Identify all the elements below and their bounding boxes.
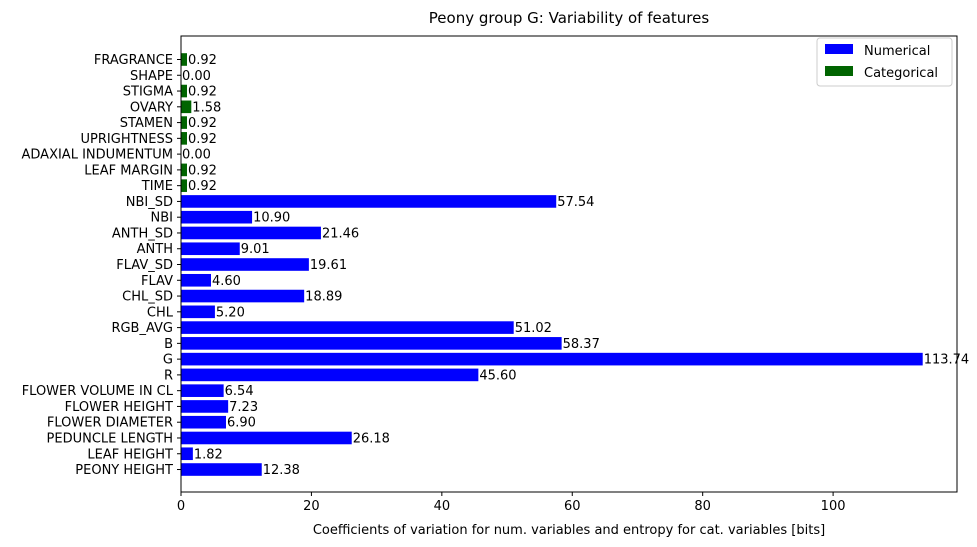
y-tick-label: FRAGRANCE: [94, 53, 173, 68]
bar-value-label: 57.54: [557, 195, 594, 210]
bar: [181, 368, 479, 382]
x-tick-label: 100: [821, 499, 846, 514]
y-tick-label: FLAV_SD: [116, 258, 173, 273]
bar: [181, 337, 562, 350]
bar-value-label: 0.92: [188, 163, 217, 178]
legend-swatch-numerical: [825, 44, 853, 54]
bar-value-label: 58.37: [563, 337, 600, 352]
y-tick-label: LEAF MARGIN: [84, 163, 173, 178]
bar: [181, 132, 187, 145]
bar: [181, 258, 309, 271]
bar: [181, 463, 262, 476]
x-tick-labels: 0 20 40 60 80 100: [177, 492, 846, 514]
legend-swatch-categorical: [825, 66, 853, 76]
y-tick-label: PEONY HEIGHT: [75, 463, 173, 478]
bar: [181, 305, 215, 319]
legend: Numerical Categorical: [816, 37, 953, 87]
y-tick-label: FLOWER DIAMETER: [47, 416, 173, 431]
bar: [181, 273, 211, 287]
bar: [181, 400, 229, 413]
x-axis-label: Coefficients of variation for num. varia…: [313, 523, 825, 538]
bar-value-label: 0.92: [188, 132, 217, 147]
bar: [181, 384, 224, 397]
y-tick-label: NBI: [151, 211, 173, 226]
x-tick-label: 80: [694, 499, 711, 514]
legend-label-numerical: Numerical: [864, 44, 930, 59]
bar: [181, 447, 193, 461]
y-tick-label: ANTH_SD: [112, 226, 173, 241]
bar: [181, 321, 514, 334]
bar-value-label: 113.74: [924, 353, 970, 368]
y-tick-label: STIGMA: [123, 85, 173, 100]
bar: [181, 100, 192, 114]
bar: [181, 53, 187, 66]
bar: [181, 226, 321, 240]
y-tick-label: G: [163, 353, 173, 368]
x-tick-label: 40: [434, 499, 451, 514]
chart-title: Peony group G: Variability of features: [429, 9, 710, 27]
bar: [181, 415, 226, 429]
y-tick-label: PEDUNCLE LENGTH: [47, 431, 173, 446]
bar-value-label: 0.00: [182, 69, 211, 84]
y-tick-label: ANTH: [137, 242, 173, 257]
bar: [181, 210, 253, 224]
y-tick-label: LEAF HEIGHT: [87, 447, 173, 462]
bar-value-label: 7.23: [229, 400, 258, 415]
bar-value-label: 19.61: [310, 258, 347, 273]
bar-value-label: 21.46: [322, 226, 359, 241]
bar: [181, 242, 240, 256]
y-tick-label: SHAPE: [130, 69, 173, 84]
plot-frame: [180, 35, 958, 493]
bar-value-label: 0.92: [188, 179, 217, 194]
y-tick-label: RGB_AVG: [111, 321, 173, 336]
bar-value-label: 18.89: [305, 290, 342, 305]
bar-value-label: 4.60: [212, 274, 241, 289]
bar-value-label: 0.92: [188, 53, 217, 68]
bar-value-label: 0.92: [188, 85, 217, 100]
x-tick-label: 20: [303, 499, 320, 514]
y-tick-label: ADAXIAL INDUMENTUM: [22, 148, 174, 163]
legend-label-categorical: Categorical: [864, 66, 938, 81]
bar-value-label: 10.90: [253, 211, 290, 226]
bar-value-label: 12.38: [263, 463, 300, 478]
y-tick-label: FLAV: [141, 274, 173, 289]
bar: [181, 163, 187, 177]
bar-value-label: 51.02: [515, 321, 552, 336]
y-tick-label: R: [164, 368, 173, 383]
bar-value-label: 0.00: [182, 148, 211, 163]
y-tick-label: STAMEN: [120, 116, 173, 131]
bar: [181, 352, 923, 366]
y-tick-label: CHL: [147, 305, 174, 320]
bar-value-label: 6.90: [227, 416, 256, 431]
bar: [181, 84, 187, 98]
y-tick-label: TIME: [141, 179, 173, 194]
bar-value-label: 1.82: [194, 447, 223, 462]
bar-value-label: 5.20: [216, 305, 245, 320]
x-tick-label: 60: [564, 499, 581, 514]
x-tick-label: 0: [177, 499, 185, 514]
y-tick-label: NBI_SD: [126, 195, 173, 210]
y-tick-labels: FRAGRANCESHAPESTIGMAOVARYSTAMENUPRIGHTNE…: [22, 53, 181, 478]
bar-value-label: 0.92: [188, 116, 217, 131]
y-tick-label: FLOWER HEIGHT: [65, 400, 173, 415]
y-tick-label: FLOWER VOLUME IN CL: [22, 384, 174, 399]
bar: [181, 431, 352, 445]
bar-value-label: 9.01: [241, 242, 270, 257]
bars-layer: 0.920.000.921.580.920.920.000.920.9257.5…: [181, 53, 969, 478]
bar-value-label: 6.54: [225, 384, 254, 399]
y-tick-label: B: [164, 337, 173, 352]
bar-value-label: 45.60: [479, 368, 516, 383]
y-tick-label: UPRIGHTNESS: [81, 132, 173, 147]
bar: [181, 195, 557, 208]
y-tick-label: OVARY: [130, 100, 173, 115]
bar: [181, 179, 187, 192]
bar-value-label: 26.18: [353, 431, 390, 446]
y-tick-label: CHL_SD: [122, 290, 173, 305]
bar: [181, 116, 187, 129]
bar: [181, 289, 305, 303]
bar-value-label: 1.58: [192, 100, 221, 115]
